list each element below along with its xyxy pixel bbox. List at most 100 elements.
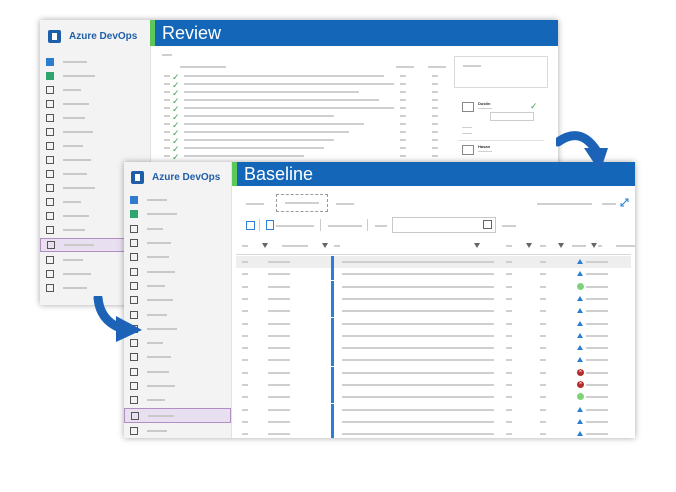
- filter-icon[interactable]: [558, 243, 564, 248]
- nav-item[interactable]: [124, 380, 231, 392]
- nav-item[interactable]: [40, 84, 150, 96]
- nav-item[interactable]: [40, 154, 150, 166]
- status-select[interactable]: [490, 112, 534, 121]
- nav-item[interactable]: [40, 182, 150, 194]
- menu-placeholder[interactable]: [602, 203, 616, 205]
- nav-item[interactable]: [124, 425, 231, 437]
- nav-item-label: [63, 273, 91, 275]
- row-value: [400, 107, 406, 109]
- row-state: [586, 334, 608, 337]
- status-triangle-icon: [577, 406, 583, 412]
- row-title: [342, 285, 494, 288]
- status-triangle-icon: [577, 345, 583, 351]
- nav-item[interactable]: [40, 168, 150, 180]
- nav-item[interactable]: [40, 210, 150, 222]
- table-row[interactable]: [236, 329, 631, 342]
- nav-item[interactable]: [40, 70, 150, 82]
- nav-item[interactable]: [124, 280, 231, 292]
- nav-item[interactable]: [40, 98, 150, 110]
- table-row[interactable]: [236, 317, 631, 330]
- nav-item[interactable]: [124, 223, 231, 235]
- table-row[interactable]: [236, 256, 631, 268]
- column-header[interactable]: [598, 245, 602, 247]
- table-row[interactable]: [236, 415, 631, 428]
- table-row[interactable]: [236, 354, 631, 367]
- row-value: [540, 433, 546, 436]
- row-type: [268, 433, 290, 436]
- tab-placeholder[interactable]: [246, 203, 264, 205]
- row-id: [242, 261, 248, 263]
- row-marker: [331, 391, 334, 404]
- column-header[interactable]: [572, 245, 586, 247]
- row-value: [540, 359, 546, 362]
- row-type: [268, 297, 290, 300]
- nav-item[interactable]: [124, 294, 231, 306]
- nav-item[interactable]: [40, 268, 150, 280]
- filter-icon[interactable]: [526, 243, 532, 248]
- nav-item[interactable]: [40, 126, 150, 138]
- row-value: [506, 371, 512, 374]
- nav-item[interactable]: [40, 224, 150, 236]
- row-value: [432, 83, 438, 85]
- column-header[interactable]: [242, 245, 248, 247]
- nav-item[interactable]: [40, 112, 150, 124]
- filter-icon[interactable]: [262, 243, 268, 248]
- reviewer-detail: [478, 151, 492, 152]
- row-value: [506, 384, 512, 386]
- column-header[interactable]: [282, 245, 308, 247]
- grid-icon: [46, 100, 54, 108]
- table-row[interactable]: [236, 391, 631, 404]
- nav-item[interactable]: [124, 308, 231, 320]
- table-row[interactable]: [236, 268, 631, 281]
- table-row[interactable]: [236, 280, 631, 293]
- bell-icon: [46, 128, 54, 136]
- nav-item[interactable]: [124, 337, 231, 349]
- nav-item-label: [147, 399, 165, 402]
- tab-selected[interactable]: [276, 194, 328, 212]
- nav-item[interactable]: [40, 140, 150, 152]
- column-header[interactable]: [506, 245, 512, 247]
- row-value: [506, 433, 512, 436]
- nav-item[interactable]: [124, 265, 231, 277]
- filter-icon[interactable]: [474, 243, 480, 248]
- nav-item[interactable]: [124, 237, 231, 249]
- nav-item[interactable]: [124, 351, 231, 363]
- nav-item[interactable]: [40, 196, 150, 208]
- nav-item[interactable]: [40, 282, 150, 294]
- row-state: [586, 420, 608, 423]
- table-row[interactable]: [236, 342, 631, 355]
- calendar-icon[interactable]: [483, 220, 492, 229]
- row-value: [506, 322, 512, 325]
- table-row[interactable]: [236, 428, 631, 438]
- column-header[interactable]: [616, 245, 635, 247]
- nav-item-label: [148, 414, 174, 417]
- save-icon[interactable]: [246, 221, 255, 230]
- nav-item[interactable]: [124, 194, 231, 206]
- row-value: [506, 273, 512, 276]
- date-input[interactable]: [392, 217, 496, 233]
- table-row[interactable]: [236, 403, 631, 416]
- table-row[interactable]: ×: [236, 379, 631, 391]
- filter-icon[interactable]: [322, 243, 328, 248]
- column-header[interactable]: [334, 245, 340, 247]
- nav-item-label: [147, 342, 163, 345]
- nav-item[interactable]: [40, 56, 150, 68]
- repos-icon: [130, 210, 138, 219]
- filter-icon[interactable]: [591, 243, 597, 248]
- tab-placeholder[interactable]: [336, 203, 354, 205]
- nav-item[interactable]: [124, 394, 231, 406]
- nav-item[interactable]: [40, 254, 150, 266]
- nav-item[interactable]: [124, 251, 231, 263]
- column-header[interactable]: [540, 245, 546, 247]
- export-icon[interactable]: [266, 220, 274, 230]
- table-row[interactable]: [236, 292, 631, 305]
- row-state: [586, 297, 608, 300]
- nav-item[interactable]: [124, 366, 231, 378]
- row-id: [242, 285, 248, 288]
- table-row[interactable]: ×: [236, 366, 631, 379]
- table-row[interactable]: [236, 305, 631, 318]
- nav-item[interactable]: [124, 208, 231, 220]
- gauge-icon: [131, 411, 139, 420]
- expand-icon[interactable]: [620, 198, 629, 207]
- nav-item[interactable]: [124, 408, 231, 423]
